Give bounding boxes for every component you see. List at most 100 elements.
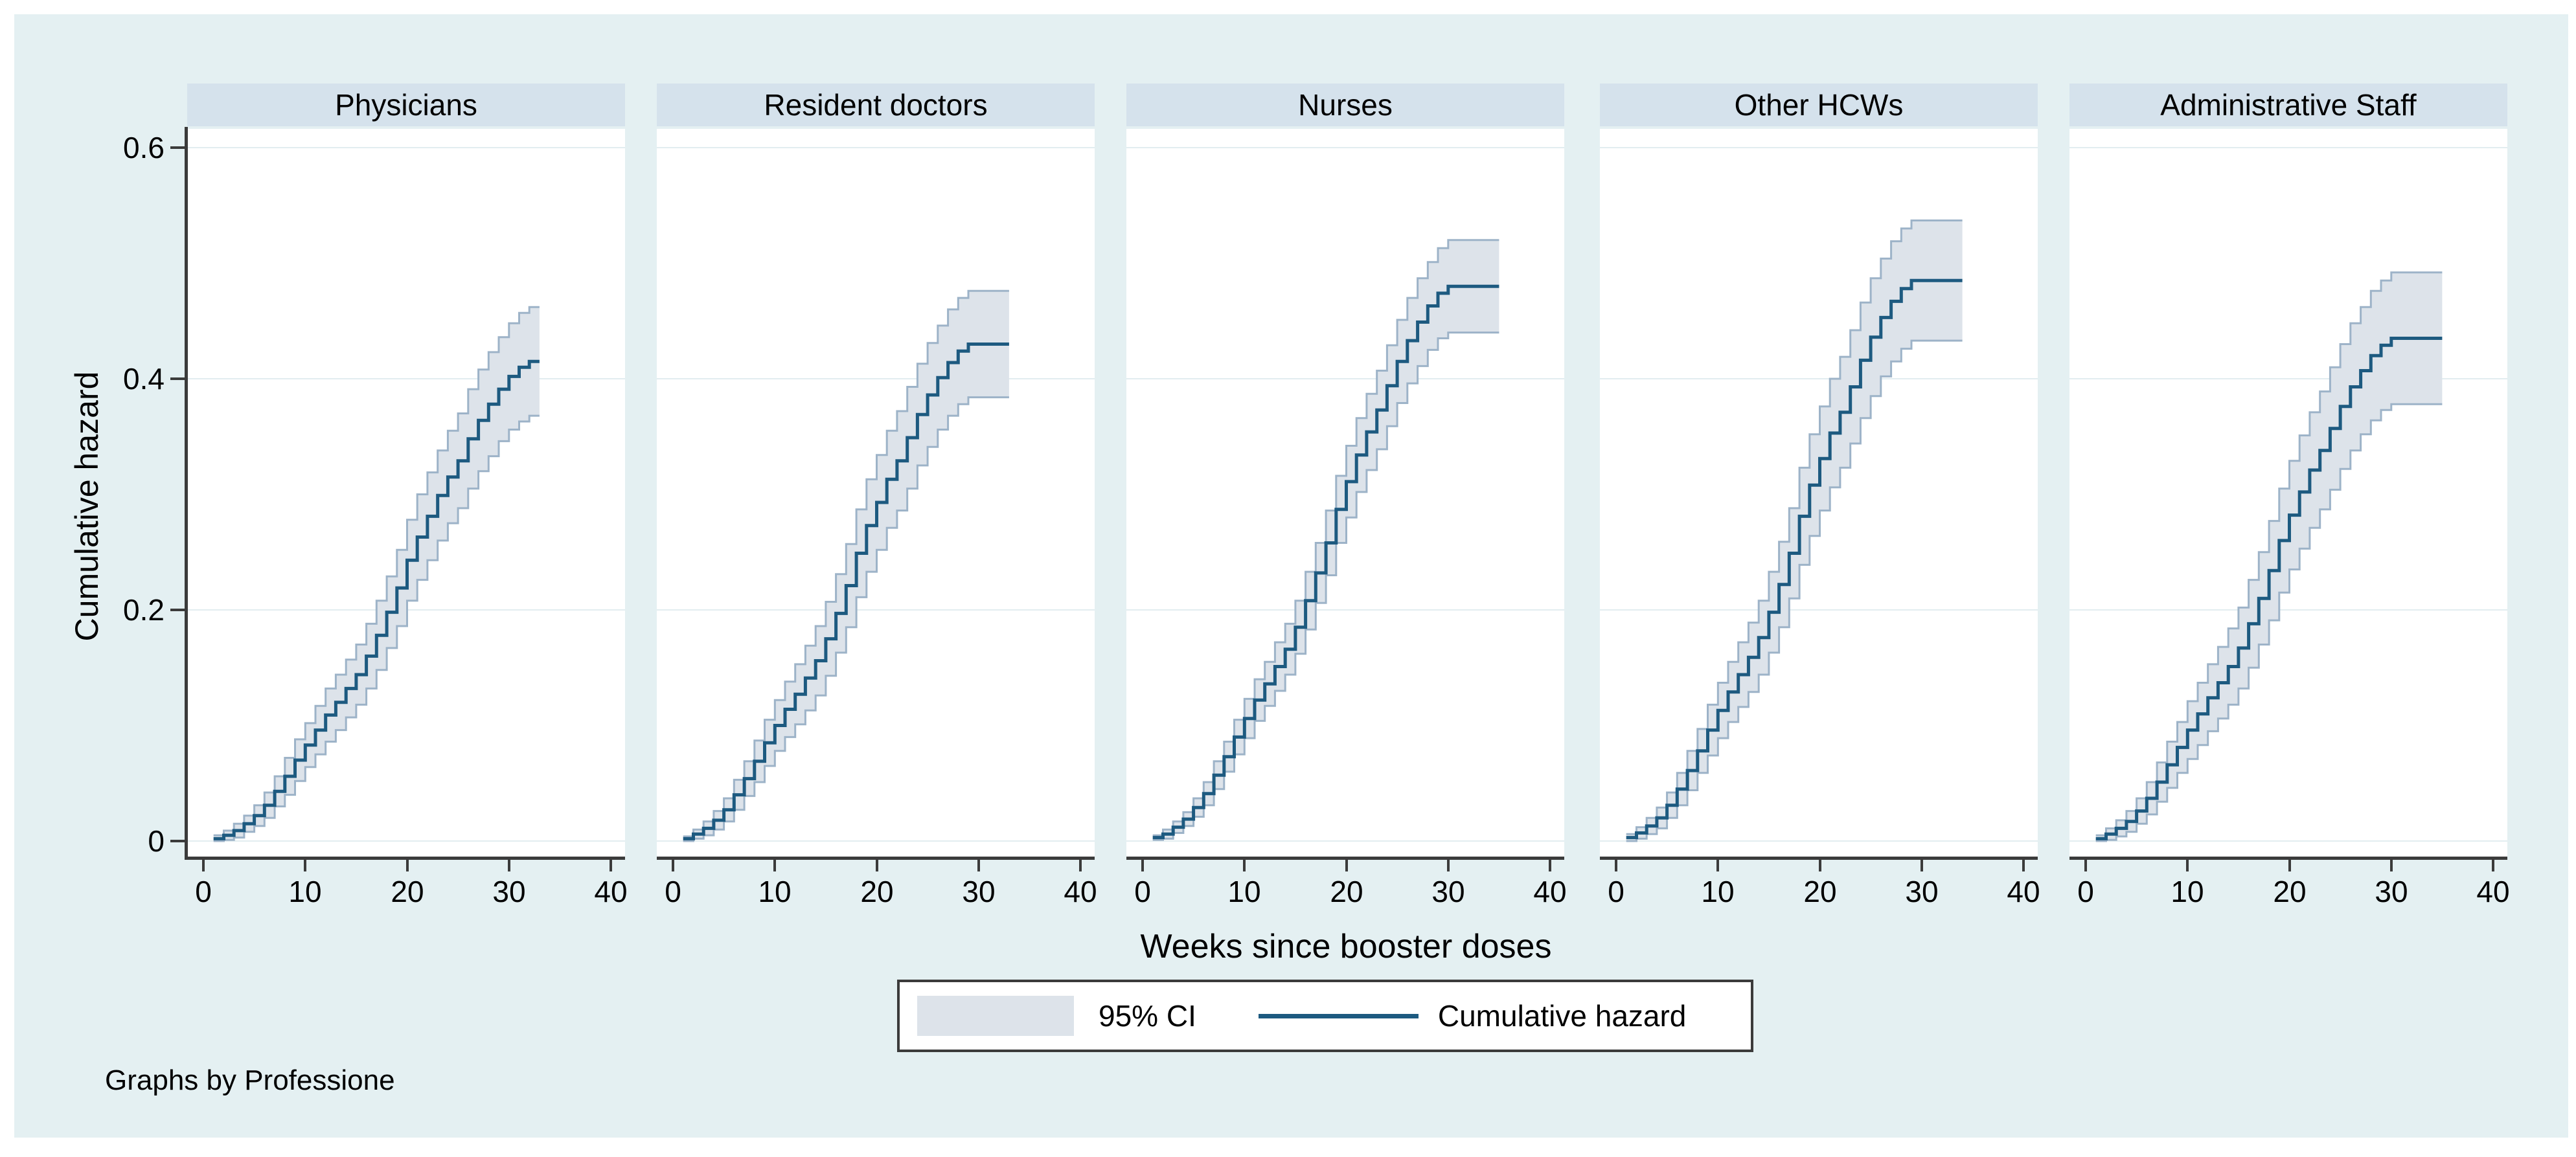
ci-band — [213, 307, 540, 841]
x-tick-label: 20 — [2273, 875, 2307, 908]
x-axis-line — [1600, 857, 2038, 860]
x-tick — [1141, 860, 1144, 871]
x-tick-label: 0 — [665, 875, 681, 908]
plot-area-2 — [657, 129, 1095, 858]
panel-header-1: Physicians — [187, 84, 625, 126]
x-tick — [1615, 860, 1617, 871]
x-tick-label: 0 — [2077, 875, 2094, 908]
x-tick — [406, 860, 409, 871]
x-tick-label: 10 — [288, 875, 322, 908]
x-tick — [508, 860, 510, 871]
y-tick-label: 0.4 — [123, 362, 165, 396]
x-tick-label: 40 — [2476, 875, 2510, 908]
x-tick-label: 20 — [1330, 875, 1363, 908]
ci-upper-edge — [683, 289, 1009, 838]
panel-title: Other HCWs — [1734, 88, 1904, 122]
x-tick — [1345, 860, 1348, 871]
panel-header-4: Other HCWs — [1600, 84, 2038, 126]
x-axis-line — [187, 857, 625, 860]
hazard-line — [213, 359, 540, 840]
ci-band — [1152, 240, 1499, 840]
x-tick-label: 40 — [1533, 875, 1567, 908]
panel-header-5: Administrative Staff — [2069, 84, 2507, 126]
figure-background: Physicians 0 10 20 30 40 Resident doctors 0 10 20… — [14, 14, 2568, 1138]
x-tick-label: 20 — [860, 875, 894, 908]
hazard-line — [1152, 284, 1499, 840]
hazard-line — [2095, 337, 2443, 840]
x-tick — [610, 860, 612, 871]
x-tick — [304, 860, 306, 871]
x-tick — [2390, 860, 2393, 871]
x-tick — [2084, 860, 2087, 871]
x-axis-title: Weeks since booster doses — [1140, 928, 1552, 965]
x-tick — [2492, 860, 2494, 871]
legend-line-label: Cumulative hazard — [1437, 999, 1687, 1033]
x-tick — [876, 860, 878, 871]
y-tick-label: 0.2 — [123, 593, 165, 627]
panel-header-2: Resident doctors — [657, 84, 1095, 126]
hazard-line — [683, 343, 1009, 840]
plot-background — [187, 129, 625, 858]
ci-upper-edge — [2095, 271, 2443, 837]
panel-header-3: Nurses — [1126, 84, 1564, 126]
y-tick-label: 0.6 — [123, 131, 165, 164]
x-tick — [1819, 860, 1821, 871]
x-tick-label: 0 — [195, 875, 212, 908]
ci-lower-edge — [1626, 339, 1963, 842]
x-tick-label: 40 — [594, 875, 628, 908]
x-tick-label: 30 — [1905, 875, 1939, 908]
x-tick — [672, 860, 674, 871]
x-tick — [1447, 860, 1450, 871]
x-tick-label: 20 — [391, 875, 424, 908]
x-axis-line — [2069, 857, 2507, 860]
plot-area-4 — [1600, 129, 2038, 858]
x-tick-label: 40 — [1064, 875, 1097, 908]
panel-title: Nurses — [1298, 88, 1393, 122]
x-tick — [2186, 860, 2189, 871]
x-tick — [1243, 860, 1246, 871]
x-tick — [2288, 860, 2291, 871]
x-tick-label: 30 — [2375, 875, 2408, 908]
panel-title: Administrative Staff — [2160, 88, 2417, 122]
y-tick — [170, 609, 185, 611]
footnote: Graphs by Professione — [105, 1064, 395, 1096]
x-tick — [1549, 860, 1551, 871]
x-tick-label: 30 — [962, 875, 996, 908]
x-tick-label: 10 — [758, 875, 792, 908]
x-tick-label: 30 — [1431, 875, 1465, 908]
x-tick-label: 0 — [1134, 875, 1151, 908]
x-tick — [2022, 860, 2025, 871]
legend-ci-label: 95% CI — [1099, 999, 1196, 1033]
y-axis-line — [185, 127, 188, 860]
y-axis-title: Cumulative hazard — [69, 371, 105, 642]
x-tick-label: 30 — [492, 875, 526, 908]
ci-upper-edge — [1152, 239, 1499, 837]
ci-band — [2095, 272, 2443, 841]
x-tick-label: 10 — [2171, 875, 2204, 908]
x-tick — [977, 860, 980, 871]
legend: 95% CI Cumulative hazard — [897, 980, 1753, 1052]
panel-title: Physicians — [335, 88, 477, 122]
x-tick-label: 0 — [1608, 875, 1624, 908]
x-tick — [773, 860, 776, 871]
x-tick-label: 10 — [1701, 875, 1735, 908]
ci-upper-edge — [1626, 219, 1963, 835]
x-tick — [202, 860, 205, 871]
y-tick — [170, 146, 185, 149]
plot-area-1 — [187, 129, 625, 858]
y-tick-label: 0 — [148, 824, 165, 858]
x-tick-label: 10 — [1227, 875, 1261, 908]
plot-area-3 — [1126, 129, 1564, 858]
x-axis-line — [1126, 857, 1564, 860]
hazard-line — [1626, 278, 1963, 840]
ci-upper-edge — [213, 306, 540, 837]
y-tick — [170, 840, 185, 842]
x-axis-line — [657, 857, 1095, 860]
x-tick-label: 40 — [2007, 875, 2040, 908]
panel-title: Resident doctors — [764, 88, 988, 122]
x-tick-label: 20 — [1803, 875, 1837, 908]
ci-lower-edge — [2095, 403, 2443, 842]
ci-lower-edge — [1152, 331, 1499, 841]
ci-lower-edge — [213, 414, 540, 842]
